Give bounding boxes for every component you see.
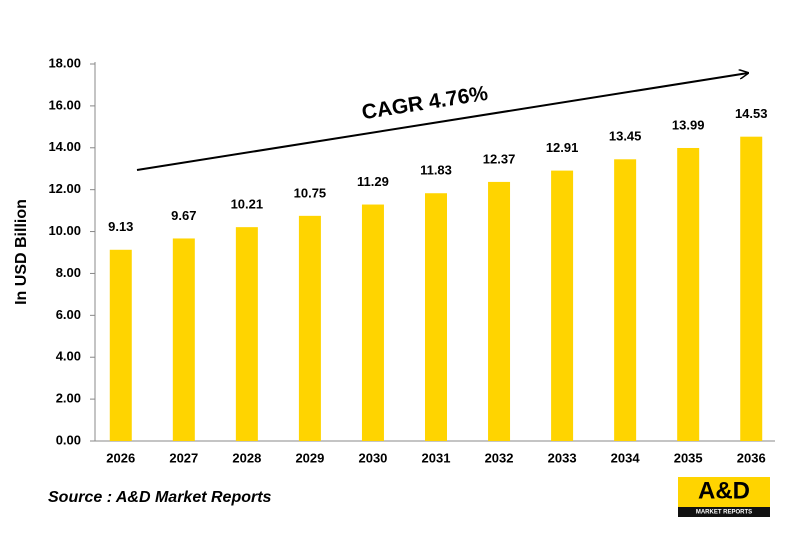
bar (361, 204, 384, 441)
y-tick-label: 16.00 (48, 97, 81, 112)
bar (298, 215, 321, 441)
x-tick-label: 2026 (106, 450, 135, 465)
data-label: 10.21 (231, 197, 264, 212)
y-tick-label: 6.00 (56, 307, 81, 322)
data-label: 11.29 (357, 174, 389, 189)
trend-arrow (136, 73, 748, 171)
data-label: 10.75 (294, 185, 327, 200)
y-tick-label: 2.00 (56, 391, 81, 406)
data-label: 9.67 (171, 208, 196, 223)
x-tick-label: 2034 (611, 450, 641, 465)
x-tick-label: 2033 (548, 450, 577, 465)
x-tick-label: 2030 (358, 450, 387, 465)
x-tick-label: 2035 (674, 450, 703, 465)
y-axis-title: In USD Billion (13, 199, 30, 305)
source-note: Source : A&D Market Reports (48, 489, 272, 506)
bar (551, 170, 574, 441)
logo-subtitle: MARKET REPORTS (696, 510, 752, 516)
bar (425, 193, 447, 441)
data-label: 14.53 (735, 106, 768, 121)
data-label: 12.91 (546, 140, 579, 155)
y-tick-label: 18.00 (48, 55, 81, 70)
x-tick-label: 2028 (232, 450, 261, 465)
data-label: 11.83 (420, 163, 452, 178)
logo-title: A&D (698, 477, 750, 504)
bar (235, 227, 258, 441)
x-tick-label: 2036 (737, 450, 766, 465)
bar (488, 181, 511, 441)
data-label: 12.37 (483, 151, 516, 166)
y-tick-label: 4.00 (56, 349, 81, 364)
bar (740, 136, 763, 441)
x-tick-label: 2029 (295, 450, 324, 465)
logo-strip (678, 507, 770, 517)
x-tick-label: 2032 (485, 450, 514, 465)
bar (172, 238, 195, 441)
data-label: 13.45 (609, 129, 642, 144)
x-tick-label: 2027 (169, 450, 198, 465)
y-tick-label: 12.00 (48, 181, 81, 196)
data-label: 13.99 (672, 117, 705, 132)
y-tick-label: 14.00 (48, 139, 81, 154)
bar (614, 159, 637, 441)
data-label: 9.13 (108, 219, 133, 234)
y-tick-label: 0.00 (56, 432, 81, 447)
y-tick-label: 10.00 (48, 223, 81, 238)
bar (109, 249, 132, 441)
bar (677, 147, 700, 441)
y-tick-label: 8.00 (56, 265, 81, 280)
x-tick-label: 2031 (422, 450, 451, 465)
